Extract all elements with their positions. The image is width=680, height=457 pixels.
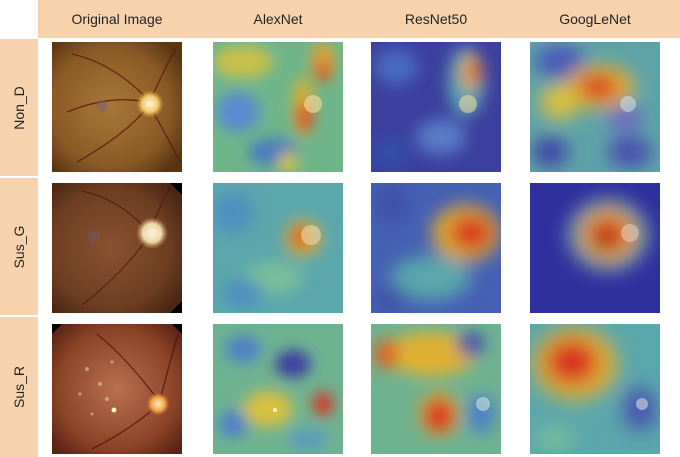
heatmap-googlenet-sus-r	[530, 324, 660, 454]
row-header-non-d: Non_D	[0, 39, 38, 176]
heatmap-resnet50-sus-g	[371, 183, 501, 313]
row-header-sus-g: Sus_G	[0, 178, 38, 315]
heatmap-googlenet-sus-g	[530, 183, 660, 313]
col-header-googlenet: GoogLeNet	[559, 11, 631, 27]
column-header-bar	[38, 0, 680, 38]
heatmap-resnet50-sus-r	[371, 324, 501, 454]
fundus-image-sus-g	[52, 183, 182, 313]
heatmap-alexnet-sus-g	[213, 183, 343, 313]
col-header-original: Original Image	[71, 11, 163, 27]
col-header-resnet50: ResNet50	[404, 11, 468, 27]
row-label-sus-r: Sus_R	[11, 365, 27, 409]
row-header-sus-r: Sus_R	[0, 317, 38, 457]
heatmap-alexnet-sus-r	[213, 324, 343, 454]
fundus-image-non-d	[52, 42, 182, 172]
row-label-sus-g: Sus_G	[11, 225, 27, 268]
col-header-alexnet: AlexNet	[253, 11, 303, 27]
row-label-non-d: Non_D	[11, 85, 27, 130]
heatmap-alexnet-non-d	[213, 42, 343, 172]
fundus-image-sus-r	[52, 324, 182, 454]
heatmap-googlenet-non-d	[530, 42, 660, 172]
heatmap-resnet50-non-d	[371, 42, 501, 172]
